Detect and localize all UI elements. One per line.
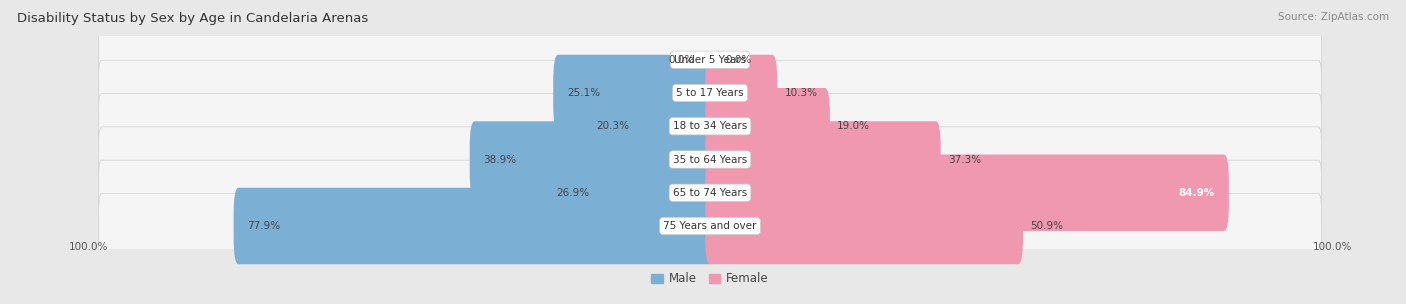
FancyBboxPatch shape bbox=[582, 88, 714, 164]
Legend: Male, Female: Male, Female bbox=[647, 268, 773, 290]
Text: 5 to 17 Years: 5 to 17 Years bbox=[676, 88, 744, 98]
Text: 0.0%: 0.0% bbox=[725, 55, 751, 65]
FancyBboxPatch shape bbox=[543, 154, 714, 231]
Text: 50.9%: 50.9% bbox=[1031, 221, 1063, 231]
Text: 20.3%: 20.3% bbox=[596, 121, 630, 131]
FancyBboxPatch shape bbox=[98, 27, 1322, 92]
FancyBboxPatch shape bbox=[98, 127, 1322, 192]
Text: 10.3%: 10.3% bbox=[785, 88, 817, 98]
Text: Under 5 Years: Under 5 Years bbox=[673, 55, 747, 65]
Text: 18 to 34 Years: 18 to 34 Years bbox=[673, 121, 747, 131]
Text: 77.9%: 77.9% bbox=[247, 221, 281, 231]
Text: 25.1%: 25.1% bbox=[567, 88, 600, 98]
FancyBboxPatch shape bbox=[98, 60, 1322, 126]
FancyBboxPatch shape bbox=[706, 88, 830, 164]
Text: 35 to 64 Years: 35 to 64 Years bbox=[673, 154, 747, 164]
Text: 26.9%: 26.9% bbox=[557, 188, 589, 198]
FancyBboxPatch shape bbox=[553, 55, 714, 131]
Text: 19.0%: 19.0% bbox=[837, 121, 870, 131]
Text: 37.3%: 37.3% bbox=[948, 154, 981, 164]
FancyBboxPatch shape bbox=[706, 121, 941, 198]
Text: 84.9%: 84.9% bbox=[1178, 188, 1215, 198]
Text: 75 Years and over: 75 Years and over bbox=[664, 221, 756, 231]
Text: Disability Status by Sex by Age in Candelaria Arenas: Disability Status by Sex by Age in Cande… bbox=[17, 12, 368, 25]
FancyBboxPatch shape bbox=[470, 121, 714, 198]
Text: 100.0%: 100.0% bbox=[1312, 242, 1351, 252]
Text: Source: ZipAtlas.com: Source: ZipAtlas.com bbox=[1278, 12, 1389, 22]
FancyBboxPatch shape bbox=[98, 193, 1322, 259]
Text: 65 to 74 Years: 65 to 74 Years bbox=[673, 188, 747, 198]
FancyBboxPatch shape bbox=[706, 188, 1024, 264]
FancyBboxPatch shape bbox=[233, 188, 714, 264]
Text: 0.0%: 0.0% bbox=[669, 55, 695, 65]
FancyBboxPatch shape bbox=[98, 94, 1322, 159]
Text: 100.0%: 100.0% bbox=[69, 242, 108, 252]
FancyBboxPatch shape bbox=[706, 154, 1229, 231]
FancyBboxPatch shape bbox=[98, 160, 1322, 225]
Text: 38.9%: 38.9% bbox=[484, 154, 517, 164]
FancyBboxPatch shape bbox=[706, 55, 778, 131]
